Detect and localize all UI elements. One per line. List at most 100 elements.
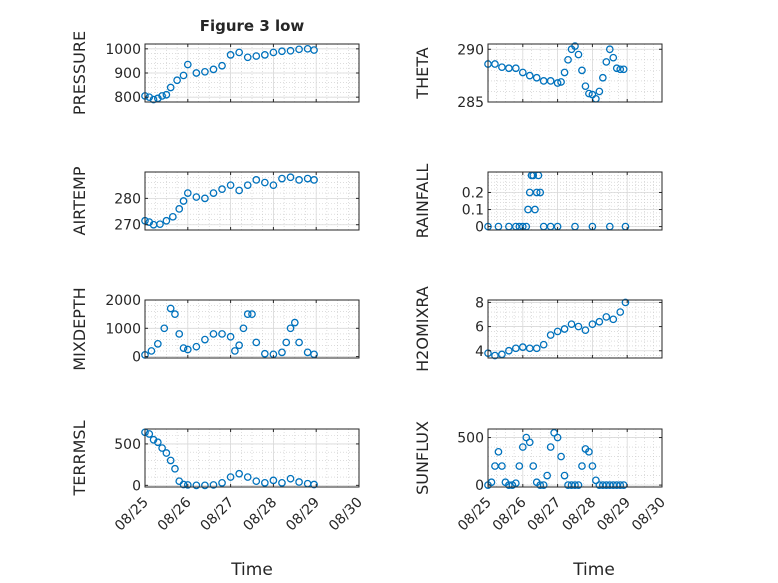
data-point xyxy=(578,66,586,75)
data-point xyxy=(602,58,611,66)
y-axis-label: PRESSURE xyxy=(70,31,89,115)
data-point xyxy=(243,53,252,62)
data-point xyxy=(295,176,303,184)
axes-box xyxy=(487,43,663,103)
data-point xyxy=(564,55,572,64)
y-tick-label: 6 xyxy=(475,320,484,336)
data-point xyxy=(278,174,286,183)
data-point xyxy=(226,332,235,341)
data-point xyxy=(149,95,158,104)
data-point xyxy=(543,471,552,480)
data-point xyxy=(278,47,286,56)
data-point xyxy=(192,342,201,351)
data-point xyxy=(605,45,614,54)
data-point xyxy=(286,474,295,483)
data-point xyxy=(595,87,604,96)
axes-box xyxy=(144,299,360,359)
data-point xyxy=(183,60,192,69)
data-point xyxy=(260,178,269,187)
data-point xyxy=(505,481,513,489)
data-point xyxy=(201,67,209,76)
data-point xyxy=(609,315,618,324)
x-tick-label: 08/25 xyxy=(455,495,495,535)
data-point xyxy=(260,349,269,358)
data-point xyxy=(498,63,506,72)
x-axis-label-right: Time xyxy=(572,560,615,580)
y-tick-label: 4 xyxy=(475,344,484,360)
data-point xyxy=(166,456,175,465)
data-point xyxy=(235,186,244,195)
data-point xyxy=(588,320,597,329)
x-tick-label: 08/29 xyxy=(283,495,323,535)
data-point xyxy=(536,188,545,197)
data-point xyxy=(183,189,192,197)
plot-area xyxy=(145,300,359,358)
data-point xyxy=(518,343,527,351)
subplot-1: 800 900 1000 PRESSURE xyxy=(70,31,360,115)
data-point xyxy=(269,48,278,57)
data-point xyxy=(518,443,527,451)
data-point xyxy=(310,480,318,489)
data-point xyxy=(243,310,252,318)
y-axis-label: THETA xyxy=(413,47,432,99)
data-point xyxy=(571,481,579,489)
data-point xyxy=(295,338,303,347)
data-point xyxy=(260,479,269,487)
data-point xyxy=(595,317,604,326)
data-point xyxy=(153,340,162,348)
y-tick-label: 500 xyxy=(114,437,141,453)
data-point xyxy=(539,340,548,349)
data-point xyxy=(531,205,539,214)
x-tick-label: 08/30 xyxy=(629,495,669,535)
data-point xyxy=(602,313,611,321)
data-point xyxy=(598,73,607,82)
data-point xyxy=(231,347,239,355)
data-point xyxy=(532,344,541,353)
y-tick-label: 800 xyxy=(114,90,141,106)
x-tick-label: 08/27 xyxy=(525,495,565,535)
data-point xyxy=(494,447,503,456)
data-point xyxy=(179,344,188,352)
y-tick-label: 0 xyxy=(132,350,141,366)
y-tick-label: 2000 xyxy=(105,293,141,309)
data-point xyxy=(168,212,177,221)
x-tick-label: 08/28 xyxy=(240,495,280,535)
data-point xyxy=(252,477,261,486)
y-tick-label: 1000 xyxy=(105,321,141,337)
data-point xyxy=(557,78,565,86)
data-point xyxy=(498,462,506,470)
data-point xyxy=(192,69,201,77)
plot-area xyxy=(488,172,662,230)
data-point xyxy=(209,65,218,74)
data-point xyxy=(158,92,166,100)
y-tick-label: 0 xyxy=(475,478,484,494)
data-point xyxy=(162,90,171,99)
subplot-3: 270 280 AIRTEMP xyxy=(70,166,360,235)
y-tick-label: 270 xyxy=(114,218,141,234)
data-point xyxy=(616,308,625,316)
data-point xyxy=(511,479,520,488)
y-tick-label: 0 xyxy=(132,478,141,494)
data-point xyxy=(153,438,162,447)
data-point xyxy=(612,64,621,73)
data-point xyxy=(243,473,252,481)
x-tick-label: 08/26 xyxy=(155,494,195,534)
x-axis-label-left: Time xyxy=(230,560,273,580)
data-point xyxy=(173,76,181,85)
subplot-5: 0 1000 2000 MIXDEPTH xyxy=(70,287,360,371)
data-point xyxy=(218,330,226,338)
data-point xyxy=(239,324,248,333)
y-tick-label: 500 xyxy=(457,431,484,447)
y-axis-label: SUNFLUX xyxy=(413,421,432,495)
data-point xyxy=(162,449,171,457)
data-point xyxy=(175,330,184,338)
data-point xyxy=(171,464,179,473)
data-point xyxy=(491,351,499,360)
data-point xyxy=(166,83,175,92)
data-point xyxy=(252,176,261,184)
data-point xyxy=(162,216,171,225)
data-point xyxy=(539,481,548,489)
data-point xyxy=(252,338,261,347)
